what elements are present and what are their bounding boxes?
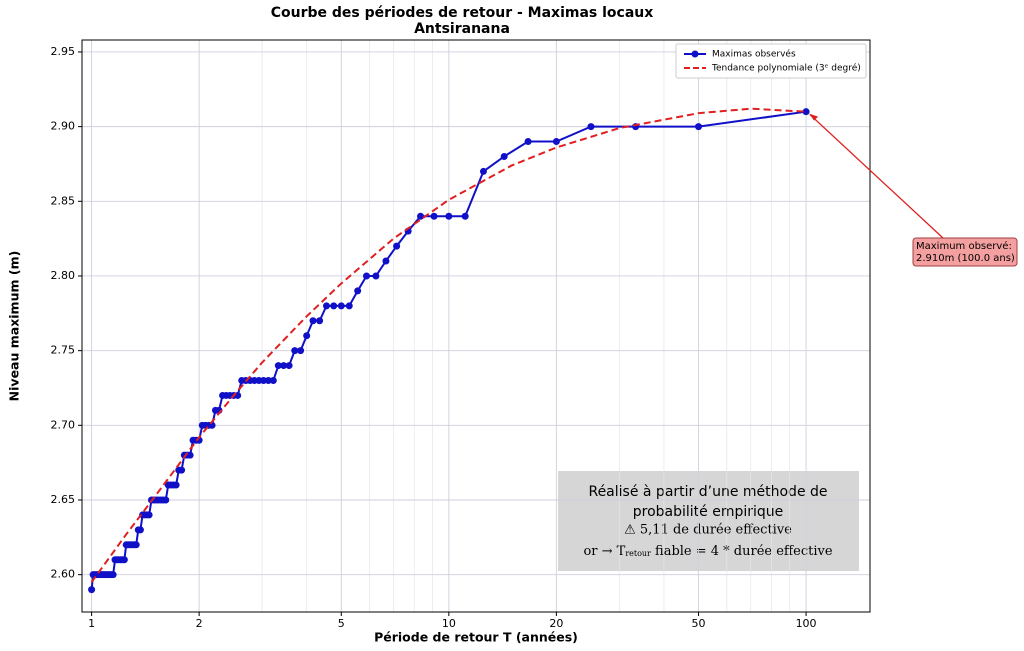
y-tick-label: 2.95 [51, 45, 76, 58]
data-point [303, 332, 311, 340]
x-tick-label: 5 [338, 617, 345, 630]
formula-subscript: retour [625, 549, 651, 558]
data-point [430, 212, 438, 220]
data-point [186, 451, 194, 459]
data-point [274, 362, 282, 370]
data-point [291, 347, 299, 355]
data-point [587, 123, 595, 131]
note-line: ⚠ 5,11 de durée effective [624, 523, 792, 538]
x-tick-label: 50 [692, 617, 706, 630]
data-point [417, 212, 425, 220]
data-point [695, 123, 703, 131]
data-point [479, 167, 487, 175]
data-point [552, 138, 560, 146]
x-tick-label: 100 [796, 617, 817, 630]
annotation-arrowhead [809, 113, 819, 121]
data-point [362, 272, 370, 280]
data-point [372, 272, 380, 280]
data-point [88, 586, 96, 594]
note-box [558, 471, 859, 571]
y-tick-label: 2.75 [51, 344, 76, 357]
y-tick-label: 2.80 [51, 269, 76, 282]
grid [82, 40, 870, 612]
data-point [136, 526, 144, 534]
y-tick-label: 2.90 [51, 120, 76, 133]
annotation-text: Maximum observé: [916, 240, 1012, 252]
y-tick-label: 2.70 [51, 418, 76, 431]
data-point [316, 317, 324, 325]
data-point [145, 511, 153, 519]
annotation-arrow [809, 114, 944, 239]
data-point [162, 496, 170, 504]
plot-frame [81, 39, 871, 613]
legend-label: Maximas observés [712, 49, 796, 60]
legend-box [675, 43, 867, 79]
series-line [90, 107, 807, 583]
data-point [382, 257, 390, 265]
x-axis-label: Période de retour T (années) [374, 630, 578, 645]
data-point [260, 377, 268, 385]
formula-part: fiable = 4 * durée effective [651, 544, 833, 559]
data-point [264, 377, 272, 385]
y-tick-label: 2.60 [51, 568, 76, 581]
data-point [393, 242, 401, 250]
data-point [330, 302, 338, 310]
data-point [280, 362, 288, 370]
chart-title: Courbe des périodes de retour - Maximas … [271, 5, 654, 21]
data-point [445, 212, 453, 220]
formula-part: or → T [583, 544, 625, 559]
data-point [269, 377, 277, 385]
x-tick-label: 10 [442, 617, 456, 630]
legend-marker [691, 50, 699, 58]
data-point [524, 138, 532, 146]
data-point [172, 481, 180, 489]
y-axis-label: Niveau maximum (m) [7, 251, 22, 402]
x-tick-label: 2 [196, 617, 203, 630]
data-point [120, 556, 128, 564]
y-tick-label: 2.65 [51, 493, 76, 506]
data-point [309, 317, 317, 325]
data-point [500, 152, 508, 160]
data-point [285, 362, 293, 370]
note-formula: or → Tretour fiable = 4 * durée effectiv… [583, 544, 832, 559]
x-tick-label: 20 [549, 617, 563, 630]
data-point [322, 302, 330, 310]
data-point [461, 212, 469, 220]
data-point [178, 466, 186, 474]
annotation-box [912, 237, 1018, 267]
data-point [345, 302, 353, 310]
note-line: probabilité empirique [633, 504, 784, 520]
chart-subtitle: Antsiranana [414, 21, 510, 37]
data-point [354, 287, 362, 295]
data-point [132, 541, 140, 549]
note-line: Réalisé à partir d’une méthode de [588, 484, 827, 500]
data-point [297, 347, 305, 355]
y-tick-label: 2.85 [51, 194, 76, 207]
legend-label: Tendance polynomiale (3ᵉ degré) [711, 63, 861, 74]
data-point [109, 571, 117, 579]
x-tick-label: 1 [88, 617, 95, 630]
data-point [337, 302, 345, 310]
data-point [802, 108, 810, 116]
annotation-text: 2.910m (100.0 ans) [916, 253, 1015, 264]
